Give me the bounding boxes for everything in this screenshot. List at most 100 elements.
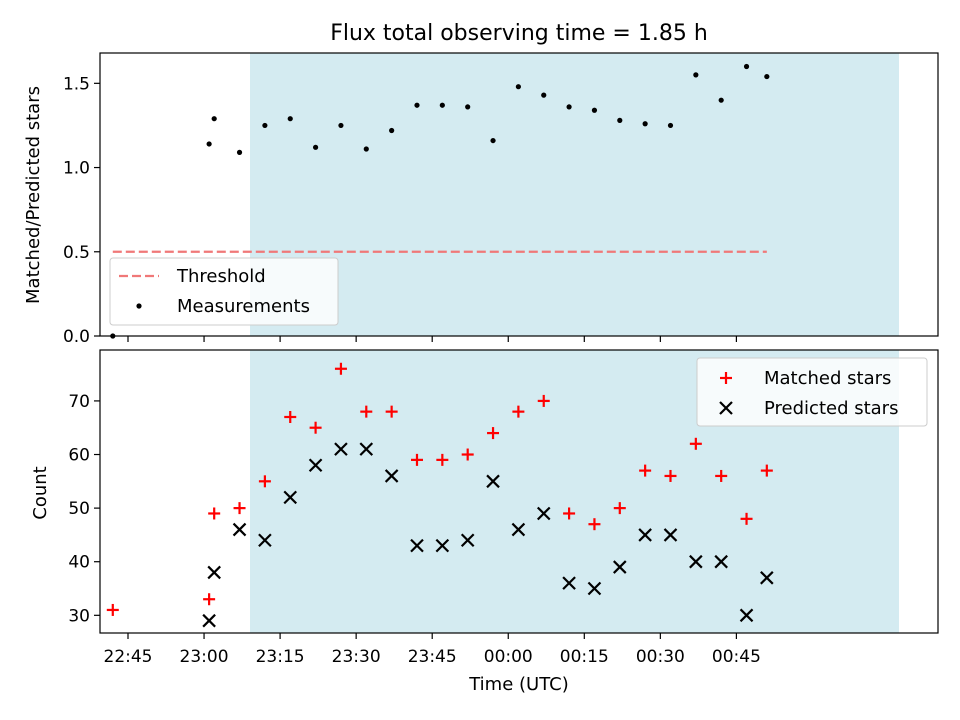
y-tick-label: 30 xyxy=(68,606,90,626)
predicted-legend-label: Predicted stars xyxy=(764,398,898,419)
predicted-star-point xyxy=(283,490,298,505)
matched-star-point xyxy=(334,362,347,375)
bottom-marks xyxy=(106,362,774,628)
predicted-star-point xyxy=(207,565,221,580)
predicted-star-point xyxy=(511,522,526,537)
measurements-legend-swatch xyxy=(136,303,142,309)
bottom-panel: 30 40 50 60 70 22:45 23:00 23:15 23:30 23:45 00:0… xyxy=(30,349,939,695)
measurement-point xyxy=(439,102,445,108)
x-tick-label: 00:45 xyxy=(712,647,761,667)
measurement-point xyxy=(312,144,319,150)
y-tick-label: 70 xyxy=(68,392,90,412)
predicted-star-point xyxy=(308,458,323,473)
measurement-point xyxy=(693,72,699,78)
top-observing-window xyxy=(250,53,899,336)
matched-star-point xyxy=(512,405,525,418)
top-axes-frame xyxy=(99,52,939,337)
matched-star-point xyxy=(410,453,423,466)
matched-star-point xyxy=(203,593,216,606)
measurement-point xyxy=(591,107,598,113)
x-tick-label: 23:30 xyxy=(332,647,381,667)
x-tick-label: 23:15 xyxy=(256,647,305,667)
predicted-star-point xyxy=(232,522,247,537)
predicted-star-point xyxy=(258,533,272,548)
matched-star-point xyxy=(436,453,449,466)
y-tick-label: 50 xyxy=(68,499,90,519)
measurement-point xyxy=(262,122,268,129)
predicted-star-point xyxy=(359,442,374,456)
measurement-point xyxy=(206,141,212,147)
x-tick-label: 23:45 xyxy=(408,647,457,667)
y-tick-label: 0.0 xyxy=(63,327,90,347)
matched-star-point xyxy=(563,507,576,520)
x-tick-label: 23:00 xyxy=(180,647,229,667)
predicted-star-point xyxy=(714,554,728,569)
matched-star-point xyxy=(588,518,601,531)
predicted-star-point xyxy=(384,469,399,483)
matched-star-point xyxy=(258,475,271,488)
matched-star-point xyxy=(537,394,550,407)
measurement-point xyxy=(617,117,623,123)
predicted-legend-swatch xyxy=(719,401,733,415)
top-panel: 0.0 0.5 1.0 1.5 Flux total observing time =… xyxy=(23,21,939,347)
measurement-point xyxy=(465,104,471,110)
measurement-point xyxy=(642,121,648,127)
predicted-star-point xyxy=(613,560,627,574)
top-marks xyxy=(110,63,770,339)
chart-title: Flux total observing time = 1.85 h xyxy=(330,21,708,46)
matched-legend-swatch xyxy=(720,372,732,384)
matched-star-point xyxy=(487,427,500,440)
bottom-x-ticks: 22:45 23:00 23:15 23:30 23:45 00:00 00:15 00:30… xyxy=(104,633,761,667)
top-legend: Threshold Measurements xyxy=(109,257,339,326)
y-tick-label: 40 xyxy=(68,553,90,573)
matched-star-point xyxy=(360,405,373,418)
matched-star-point xyxy=(664,469,677,482)
predicted-star-point xyxy=(536,506,551,521)
threshold-legend-label: Threshold xyxy=(176,266,266,287)
y-tick-label: 0.5 xyxy=(63,243,90,263)
measurement-point xyxy=(541,92,547,98)
measurement-point xyxy=(338,122,344,129)
matched-star-point xyxy=(740,512,753,525)
measurement-point xyxy=(363,146,369,152)
measurement-point xyxy=(211,116,217,122)
predicted-star-point xyxy=(435,538,450,553)
x-tick-label: 22:45 xyxy=(104,647,153,667)
x-axis-label: Time (UTC) xyxy=(468,674,569,695)
measurement-point xyxy=(287,116,293,122)
measurement-point xyxy=(764,73,770,80)
measurement-point xyxy=(743,63,750,70)
measurement-point xyxy=(566,104,572,110)
matched-star-point xyxy=(284,410,297,423)
predicted-star-point xyxy=(760,571,774,585)
measurement-point xyxy=(667,122,674,129)
measurement-point xyxy=(515,84,521,90)
predicted-star-point xyxy=(587,581,602,596)
y-tick-label: 1.5 xyxy=(63,74,90,94)
predicted-star-point xyxy=(689,554,703,569)
predicted-star-point xyxy=(562,576,576,590)
predicted-star-point xyxy=(638,528,652,542)
measurement-point xyxy=(389,127,395,134)
matched-star-point xyxy=(106,603,119,616)
predicted-star-point xyxy=(663,528,678,542)
predicted-star-point xyxy=(739,608,754,623)
matched-star-point xyxy=(760,464,773,477)
bottom-legend-box xyxy=(696,357,928,427)
matched-star-point xyxy=(689,437,702,450)
bottom-y-axis-label: Count xyxy=(30,466,51,519)
matched-star-point xyxy=(613,502,626,515)
x-tick-label: 00:30 xyxy=(636,647,685,667)
top-y-ticks: 0.0 0.5 1.0 1.5 xyxy=(63,74,100,347)
bottom-y-ticks: 30 40 50 60 70 xyxy=(68,392,100,626)
top-legend-box xyxy=(109,257,339,326)
matched-star-point xyxy=(639,464,652,477)
measurement-point xyxy=(490,137,496,144)
predicted-star-point xyxy=(202,613,216,628)
matched-star-point xyxy=(461,448,474,461)
measurement-point xyxy=(414,102,420,108)
measurement-point xyxy=(718,97,724,103)
x-tick-label: 00:15 xyxy=(560,647,609,667)
predicted-star-point xyxy=(486,474,500,489)
